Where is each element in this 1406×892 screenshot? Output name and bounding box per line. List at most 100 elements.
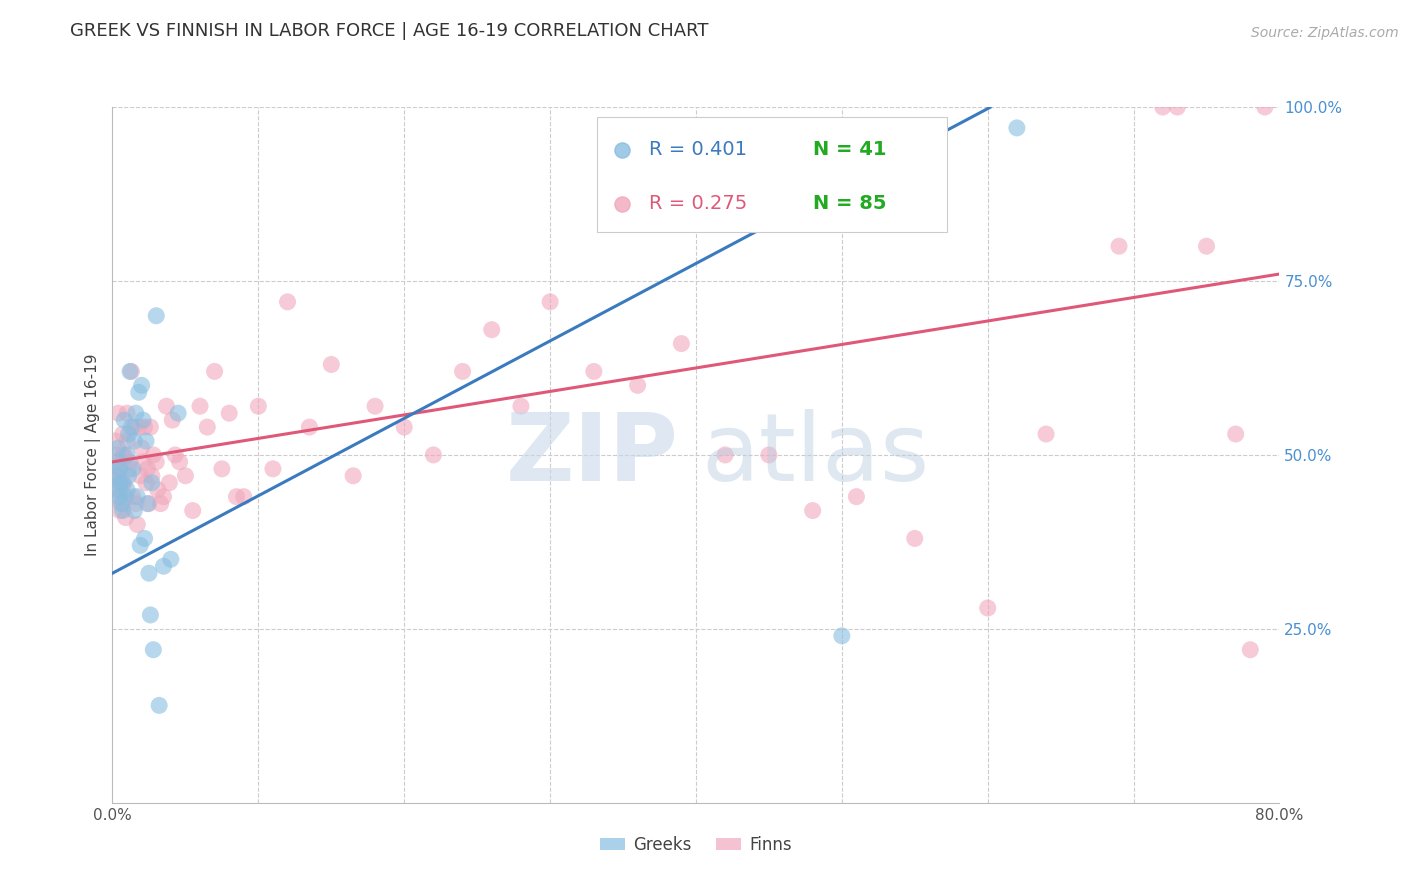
Y-axis label: In Labor Force | Age 16-19: In Labor Force | Age 16-19: [86, 353, 101, 557]
Point: [105, 483, 128, 497]
Point: [131, 378, 153, 392]
Point: [167, 406, 190, 420]
Point: [111, 503, 134, 517]
Point: [111, 497, 134, 511]
Point: [139, 420, 162, 434]
Point: [145, 455, 167, 469]
Point: [117, 468, 139, 483]
Point: [128, 385, 150, 400]
Point: [108, 503, 131, 517]
Point: [134, 420, 156, 434]
Point: [115, 483, 138, 497]
Point: [626, 378, 648, 392]
Point: [108, 490, 131, 504]
Point: [107, 406, 129, 420]
Point: [108, 483, 131, 497]
Point: [114, 510, 136, 524]
Point: [142, 448, 165, 462]
Point: [1195, 239, 1218, 253]
Legend: Greeks, Finns: Greeks, Finns: [593, 830, 799, 861]
Point: [127, 490, 149, 504]
Point: [112, 448, 135, 462]
Point: [142, 642, 165, 657]
Point: [108, 475, 131, 490]
Point: [112, 475, 135, 490]
Point: [152, 559, 174, 574]
Point: [422, 448, 444, 462]
Point: [538, 294, 561, 309]
Point: [122, 490, 145, 504]
Point: [111, 475, 134, 490]
Point: [181, 503, 204, 517]
Text: R = 0.275: R = 0.275: [650, 194, 748, 213]
Point: [134, 532, 156, 546]
Point: [114, 490, 136, 504]
Point: [117, 427, 139, 442]
Point: [364, 399, 387, 413]
Point: [152, 490, 174, 504]
Point: [111, 448, 134, 462]
Point: [451, 364, 474, 378]
Point: [108, 462, 131, 476]
Point: [111, 427, 134, 442]
Point: [110, 475, 132, 490]
Point: [392, 420, 416, 434]
Point: [120, 364, 142, 378]
Point: [138, 566, 160, 581]
Point: [141, 475, 163, 490]
Point: [118, 364, 141, 378]
Point: [141, 468, 163, 483]
Point: [136, 497, 159, 511]
Point: [232, 490, 254, 504]
Point: [124, 420, 146, 434]
Point: [225, 490, 247, 504]
Point: [831, 629, 853, 643]
Text: N = 85: N = 85: [813, 194, 886, 213]
Point: [1108, 239, 1130, 253]
Point: [904, 532, 927, 546]
Point: [162, 413, 184, 427]
Point: [118, 455, 141, 469]
Point: [481, 323, 503, 337]
Point: [204, 364, 226, 378]
Text: GREEK VS FINNISH IN LABOR FORCE | AGE 16-19 CORRELATION CHART: GREEK VS FINNISH IN LABOR FORCE | AGE 16…: [70, 22, 709, 40]
Point: [138, 497, 160, 511]
Point: [738, 143, 761, 157]
Point: [104, 434, 127, 448]
Point: [671, 336, 693, 351]
Point: [120, 420, 142, 434]
Point: [129, 538, 152, 552]
Point: [174, 468, 197, 483]
Point: [165, 448, 187, 462]
Point: [122, 462, 145, 476]
Point: [1035, 427, 1057, 442]
Point: [110, 455, 132, 469]
Point: [145, 309, 167, 323]
Point: [276, 294, 298, 309]
Point: [157, 475, 180, 490]
Point: [976, 601, 998, 615]
Point: [218, 406, 240, 420]
Point: [127, 517, 149, 532]
Point: [105, 448, 128, 462]
Point: [146, 483, 169, 497]
Point: [108, 462, 131, 476]
Point: [125, 497, 148, 511]
Point: [1239, 642, 1261, 657]
Point: [135, 434, 157, 448]
Point: [105, 468, 128, 483]
Point: [321, 358, 343, 372]
Point: [136, 462, 159, 476]
Point: [1254, 100, 1277, 114]
Point: [582, 364, 605, 378]
Point: [135, 475, 157, 490]
Point: [110, 497, 132, 511]
Point: [128, 420, 150, 434]
Point: [115, 434, 138, 448]
Point: [107, 441, 129, 455]
Point: [125, 406, 148, 420]
Point: [155, 399, 177, 413]
Point: [1152, 100, 1174, 114]
Point: [131, 441, 153, 455]
Point: [129, 468, 152, 483]
